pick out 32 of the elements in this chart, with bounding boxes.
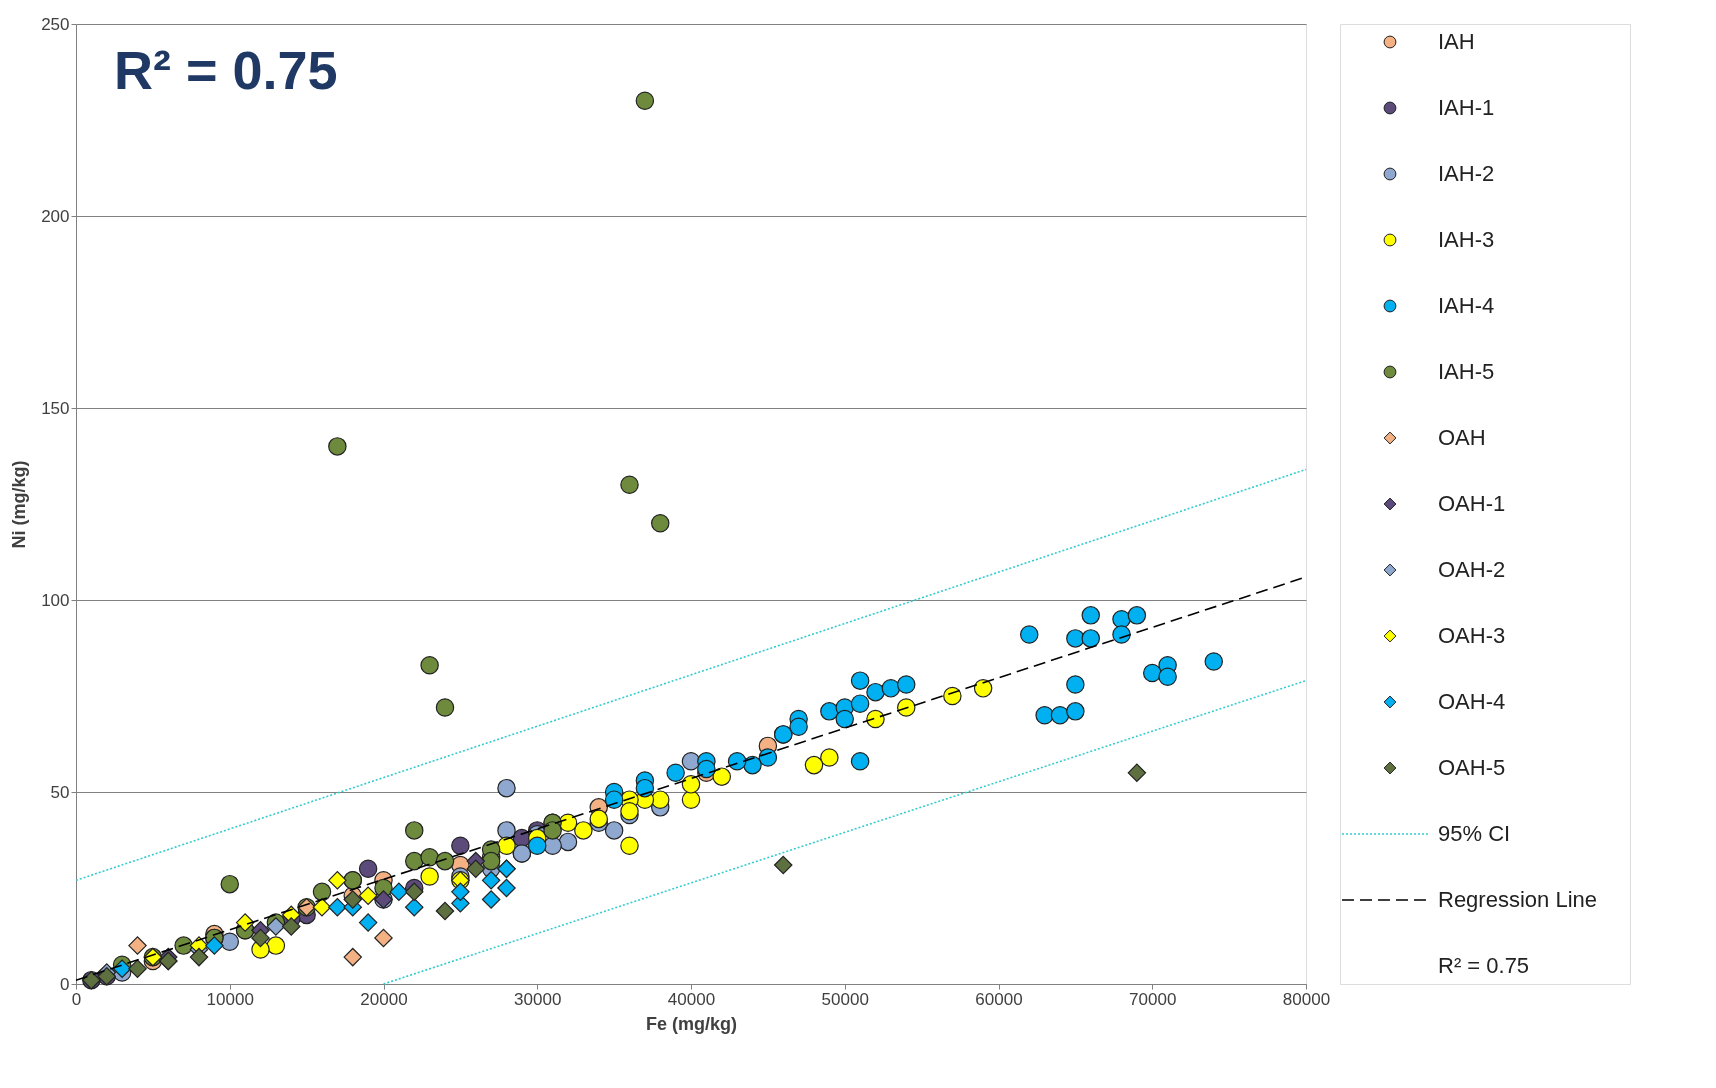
- x-tick-label: 60000: [975, 989, 1023, 1009]
- x-tick-label: 50000: [821, 989, 869, 1009]
- y-axis-title: Ni (mg/kg): [9, 460, 30, 549]
- y-tick-label: 200: [41, 206, 70, 226]
- x-tick-label: 20000: [360, 989, 408, 1009]
- legend-label: OAH-4: [1438, 689, 1506, 714]
- legend-label: OAH-5: [1438, 755, 1506, 780]
- legend-label: 95% CI: [1438, 821, 1511, 846]
- legend-label: IAH-5: [1438, 359, 1495, 384]
- y-tick-label: 250: [41, 14, 70, 34]
- x-tick-label: 10000: [206, 989, 254, 1009]
- annotation: R² = 0.75: [114, 40, 338, 100]
- legend-label: IAH-1: [1438, 95, 1495, 120]
- legend-label: Regression Line: [1438, 887, 1597, 912]
- x-axis-title: Fe (mg/kg): [645, 1013, 738, 1034]
- legend-label: OAH: [1438, 425, 1486, 450]
- x-tick-label: 40000: [667, 989, 716, 1009]
- y-tick-label: 0: [60, 974, 70, 994]
- text: R² = 0.75: [1438, 953, 1530, 978]
- legend-label: OAH-2: [1438, 557, 1506, 582]
- y-tick-label: 50: [50, 782, 70, 802]
- legend-label: IAH-2: [1438, 161, 1495, 186]
- legend-label: OAH-3: [1438, 623, 1506, 648]
- y-tick-label: 100: [41, 590, 70, 610]
- x-tick-label: 80000: [1282, 989, 1331, 1009]
- y-tick-label: 150: [41, 398, 70, 418]
- x-tick-label: 30000: [514, 989, 562, 1009]
- legend-label: IAH-4: [1438, 293, 1495, 318]
- legend-label: OAH-1: [1438, 491, 1506, 516]
- legend-label: IAH-3: [1438, 227, 1495, 252]
- x-tick-label: 70000: [1129, 989, 1177, 1009]
- legend-label: IAH: [1438, 29, 1475, 54]
